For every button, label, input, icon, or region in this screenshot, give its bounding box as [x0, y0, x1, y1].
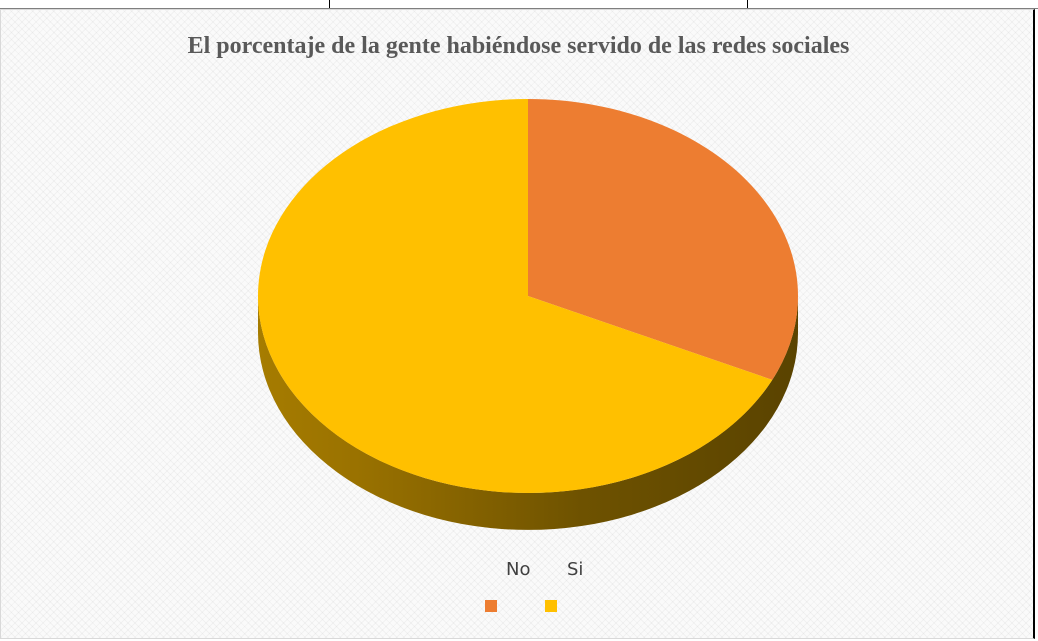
pie-side-wall — [258, 296, 798, 530]
legend-swatch-si — [545, 600, 557, 612]
pie-slice-si — [257, 98, 773, 493]
chart-title: El porcentaje de la gente habiéndose ser… — [187, 33, 850, 59]
table-border-tick — [329, 0, 330, 8]
legend-swatch-no — [485, 600, 497, 612]
legend-label-no: No — [506, 559, 531, 580]
table-border-tick — [747, 0, 748, 8]
legend-label-si: Si — [567, 559, 584, 580]
top-border-strip — [0, 0, 1038, 9]
pie-slice-no — [528, 99, 798, 380]
